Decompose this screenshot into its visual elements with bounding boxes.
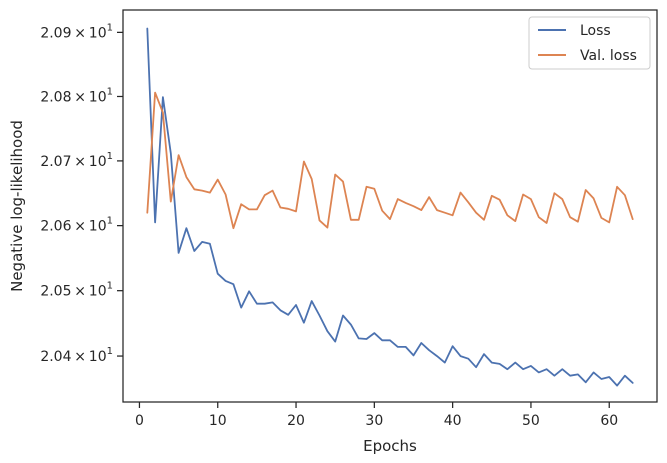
y-tick-label: 2.08 × 101 (40, 86, 113, 105)
legend-label-loss: Loss (580, 23, 611, 39)
plot-area-frame (122, 9, 658, 403)
legend-label-val-loss: Val. loss (580, 48, 637, 64)
y-tick-label: 2.04 × 101 (40, 346, 113, 365)
y-axis: 2.04 × 101 2.05 × 101 2.06 × 101 2.07 × 101… (40, 22, 123, 365)
x-axis-label: Epochs (363, 437, 417, 455)
series-line-loss (146, 27, 634, 387)
x-tick-label: 10 (209, 413, 227, 429)
x-tick-label: 40 (444, 413, 462, 429)
x-axis: 0 10 20 30 40 50 60 (135, 402, 618, 429)
x-tick-label: 20 (287, 413, 305, 429)
y-tick-label: 2.09 × 101 (40, 22, 113, 41)
x-tick-label: 60 (600, 413, 618, 429)
series-layer (146, 27, 634, 387)
x-tick-label: 30 (365, 413, 383, 429)
y-tick-label: 2.05 × 101 (40, 281, 113, 300)
legend: Loss Val. loss (528, 16, 651, 70)
x-tick-label: 50 (522, 413, 540, 429)
y-tick-label: 2.07 × 101 (40, 151, 113, 170)
x-tick-label: 0 (135, 413, 144, 429)
y-tick-label: 2.06 × 101 (40, 216, 113, 235)
y-axis-label: Negative log-likelihood (8, 120, 26, 292)
series-line-val-loss (146, 91, 634, 230)
